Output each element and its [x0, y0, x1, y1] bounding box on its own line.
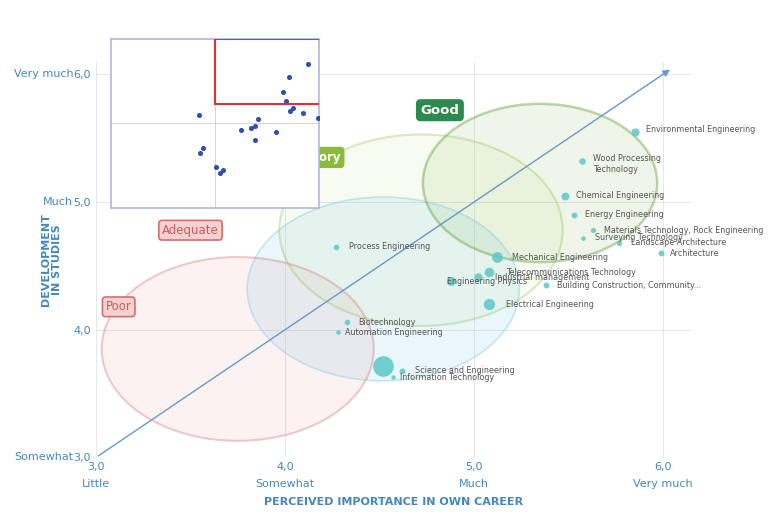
Point [210, 163, 223, 172]
Circle shape [280, 135, 563, 326]
Point [249, 136, 261, 144]
Point [312, 114, 324, 122]
Text: Architecture: Architecture [670, 249, 720, 258]
Point [472, 273, 484, 282]
Text: Much: Much [43, 197, 73, 207]
Point [245, 124, 257, 133]
Point [296, 109, 309, 117]
Point [252, 115, 264, 123]
Text: Industrial management: Industrial management [495, 273, 589, 282]
Point [283, 107, 296, 115]
Point [341, 318, 353, 326]
Circle shape [247, 197, 519, 381]
Point [329, 243, 342, 251]
Point [396, 366, 409, 375]
Text: Much: Much [459, 479, 489, 489]
Text: Energy Engineering: Energy Engineering [585, 210, 664, 219]
Text: Very much: Very much [14, 69, 73, 80]
Text: Poor: Poor [106, 300, 131, 314]
Text: Wood Processing
Technology: Wood Processing Technology [593, 154, 661, 174]
Text: Mechanical Engineering: Mechanical Engineering [511, 252, 607, 262]
Point [193, 111, 205, 119]
X-axis label: PERCEIVED IMPORTANCE IN OWN CAREER: PERCEIVED IMPORTANCE IN OWN CAREER [264, 498, 523, 507]
Point [332, 328, 344, 337]
Text: Landscape Architecture: Landscape Architecture [631, 238, 726, 247]
Point [655, 249, 667, 258]
Text: Chemical Engineering: Chemical Engineering [576, 191, 664, 200]
Text: Adequate: Adequate [162, 224, 219, 237]
Point [578, 234, 590, 242]
Point [194, 149, 206, 157]
Point [558, 192, 571, 200]
Y-axis label: DEVELOPMENT
IN STUDIES: DEVELOPMENT IN STUDIES [41, 213, 62, 306]
Text: Materials Technology, Rock Engineering: Materials Technology, Rock Engineering [604, 226, 763, 235]
Text: Engineering Physics: Engineering Physics [448, 277, 528, 286]
Text: Building Construction, Community...: Building Construction, Community... [557, 281, 701, 289]
Point [483, 268, 495, 277]
Text: Environmental Engineering: Environmental Engineering [646, 125, 755, 134]
Text: Electrical Engineering: Electrical Engineering [506, 300, 594, 309]
Point [445, 277, 458, 285]
Text: Telecommunications Technology: Telecommunications Technology [506, 268, 636, 277]
Text: Biotechnology: Biotechnology [359, 318, 416, 326]
Text: Information Technology: Information Technology [400, 373, 495, 381]
Bar [215, 39, 322, 104]
Text: Satisfactory: Satisfactory [260, 151, 340, 164]
Point [491, 253, 503, 261]
Text: Very much: Very much [633, 479, 693, 489]
Point [249, 122, 261, 131]
Text: Good: Good [420, 104, 459, 117]
Point [235, 126, 247, 134]
Text: Little: Little [82, 479, 110, 489]
Text: Surveying Technology: Surveying Technology [595, 233, 683, 243]
Point [628, 128, 641, 136]
Text: Somewhat: Somewhat [14, 452, 73, 463]
Text: Automation Engineering: Automation Engineering [346, 328, 443, 337]
Text: Somewhat: Somewhat [256, 479, 315, 489]
Point [270, 127, 282, 136]
Text: Science and Engineering: Science and Engineering [415, 366, 515, 375]
Point [575, 157, 588, 166]
Point [214, 169, 226, 177]
Point [614, 239, 626, 247]
Point [287, 103, 300, 112]
Point [386, 373, 399, 381]
Point [302, 60, 314, 68]
Point [197, 144, 210, 152]
Text: Process Engineering: Process Engineering [349, 242, 430, 251]
Point [568, 211, 580, 219]
Circle shape [423, 104, 657, 262]
Circle shape [101, 257, 374, 441]
Point [276, 88, 289, 97]
Point [280, 97, 293, 105]
Point [540, 281, 552, 289]
Point [217, 166, 230, 174]
Point [483, 300, 495, 308]
Point [283, 73, 295, 81]
Point [377, 361, 389, 370]
Point [587, 226, 599, 234]
